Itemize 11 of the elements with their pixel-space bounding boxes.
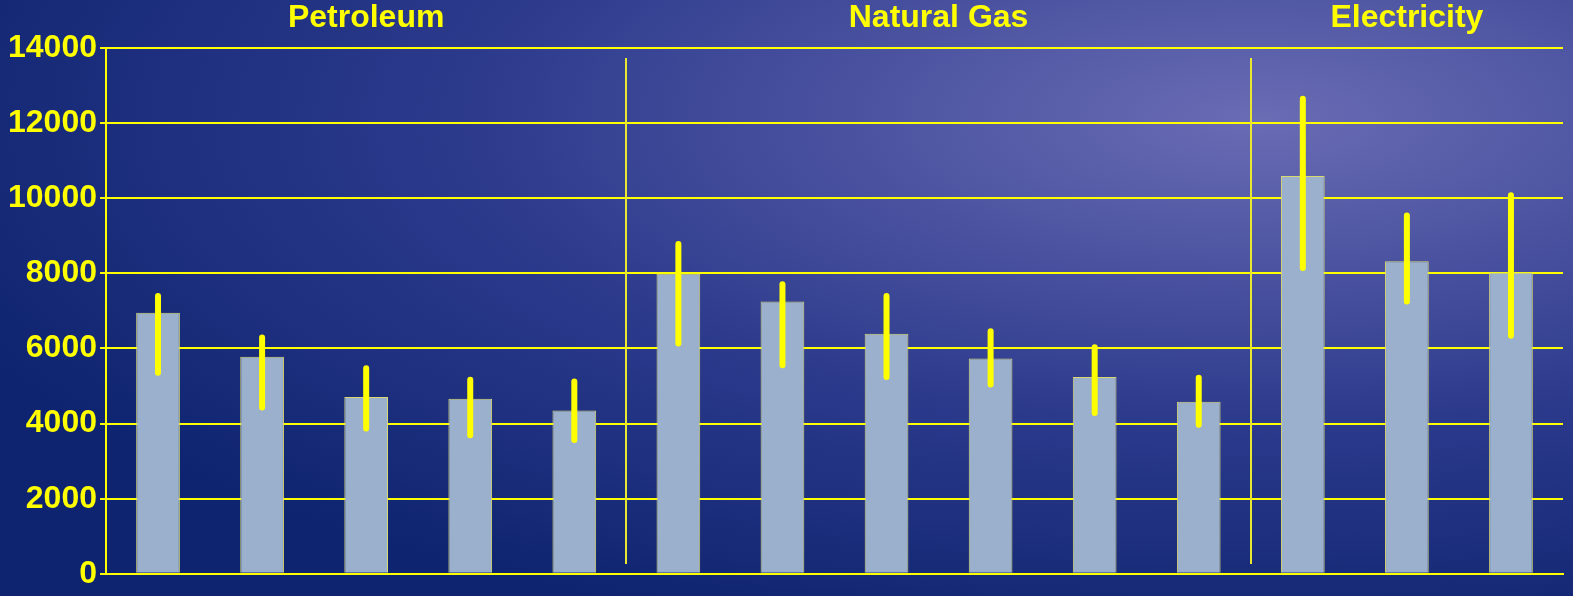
y-tick-label: 12000	[8, 102, 97, 139]
y-tick-label: 8000	[25, 253, 97, 290]
y-tick-label: 2000	[25, 478, 97, 515]
y-tick-label: 10000	[8, 178, 97, 215]
text: Natural Gas	[848, 0, 1029, 34]
text: Petroleum	[287, 0, 445, 34]
text: Electricity	[1330, 0, 1484, 34]
y-tick-label: 6000	[25, 328, 97, 365]
y-tick-label: 14000	[8, 27, 97, 64]
y-tick-label: 0	[79, 553, 97, 590]
y-tick-label: 4000	[25, 403, 97, 440]
